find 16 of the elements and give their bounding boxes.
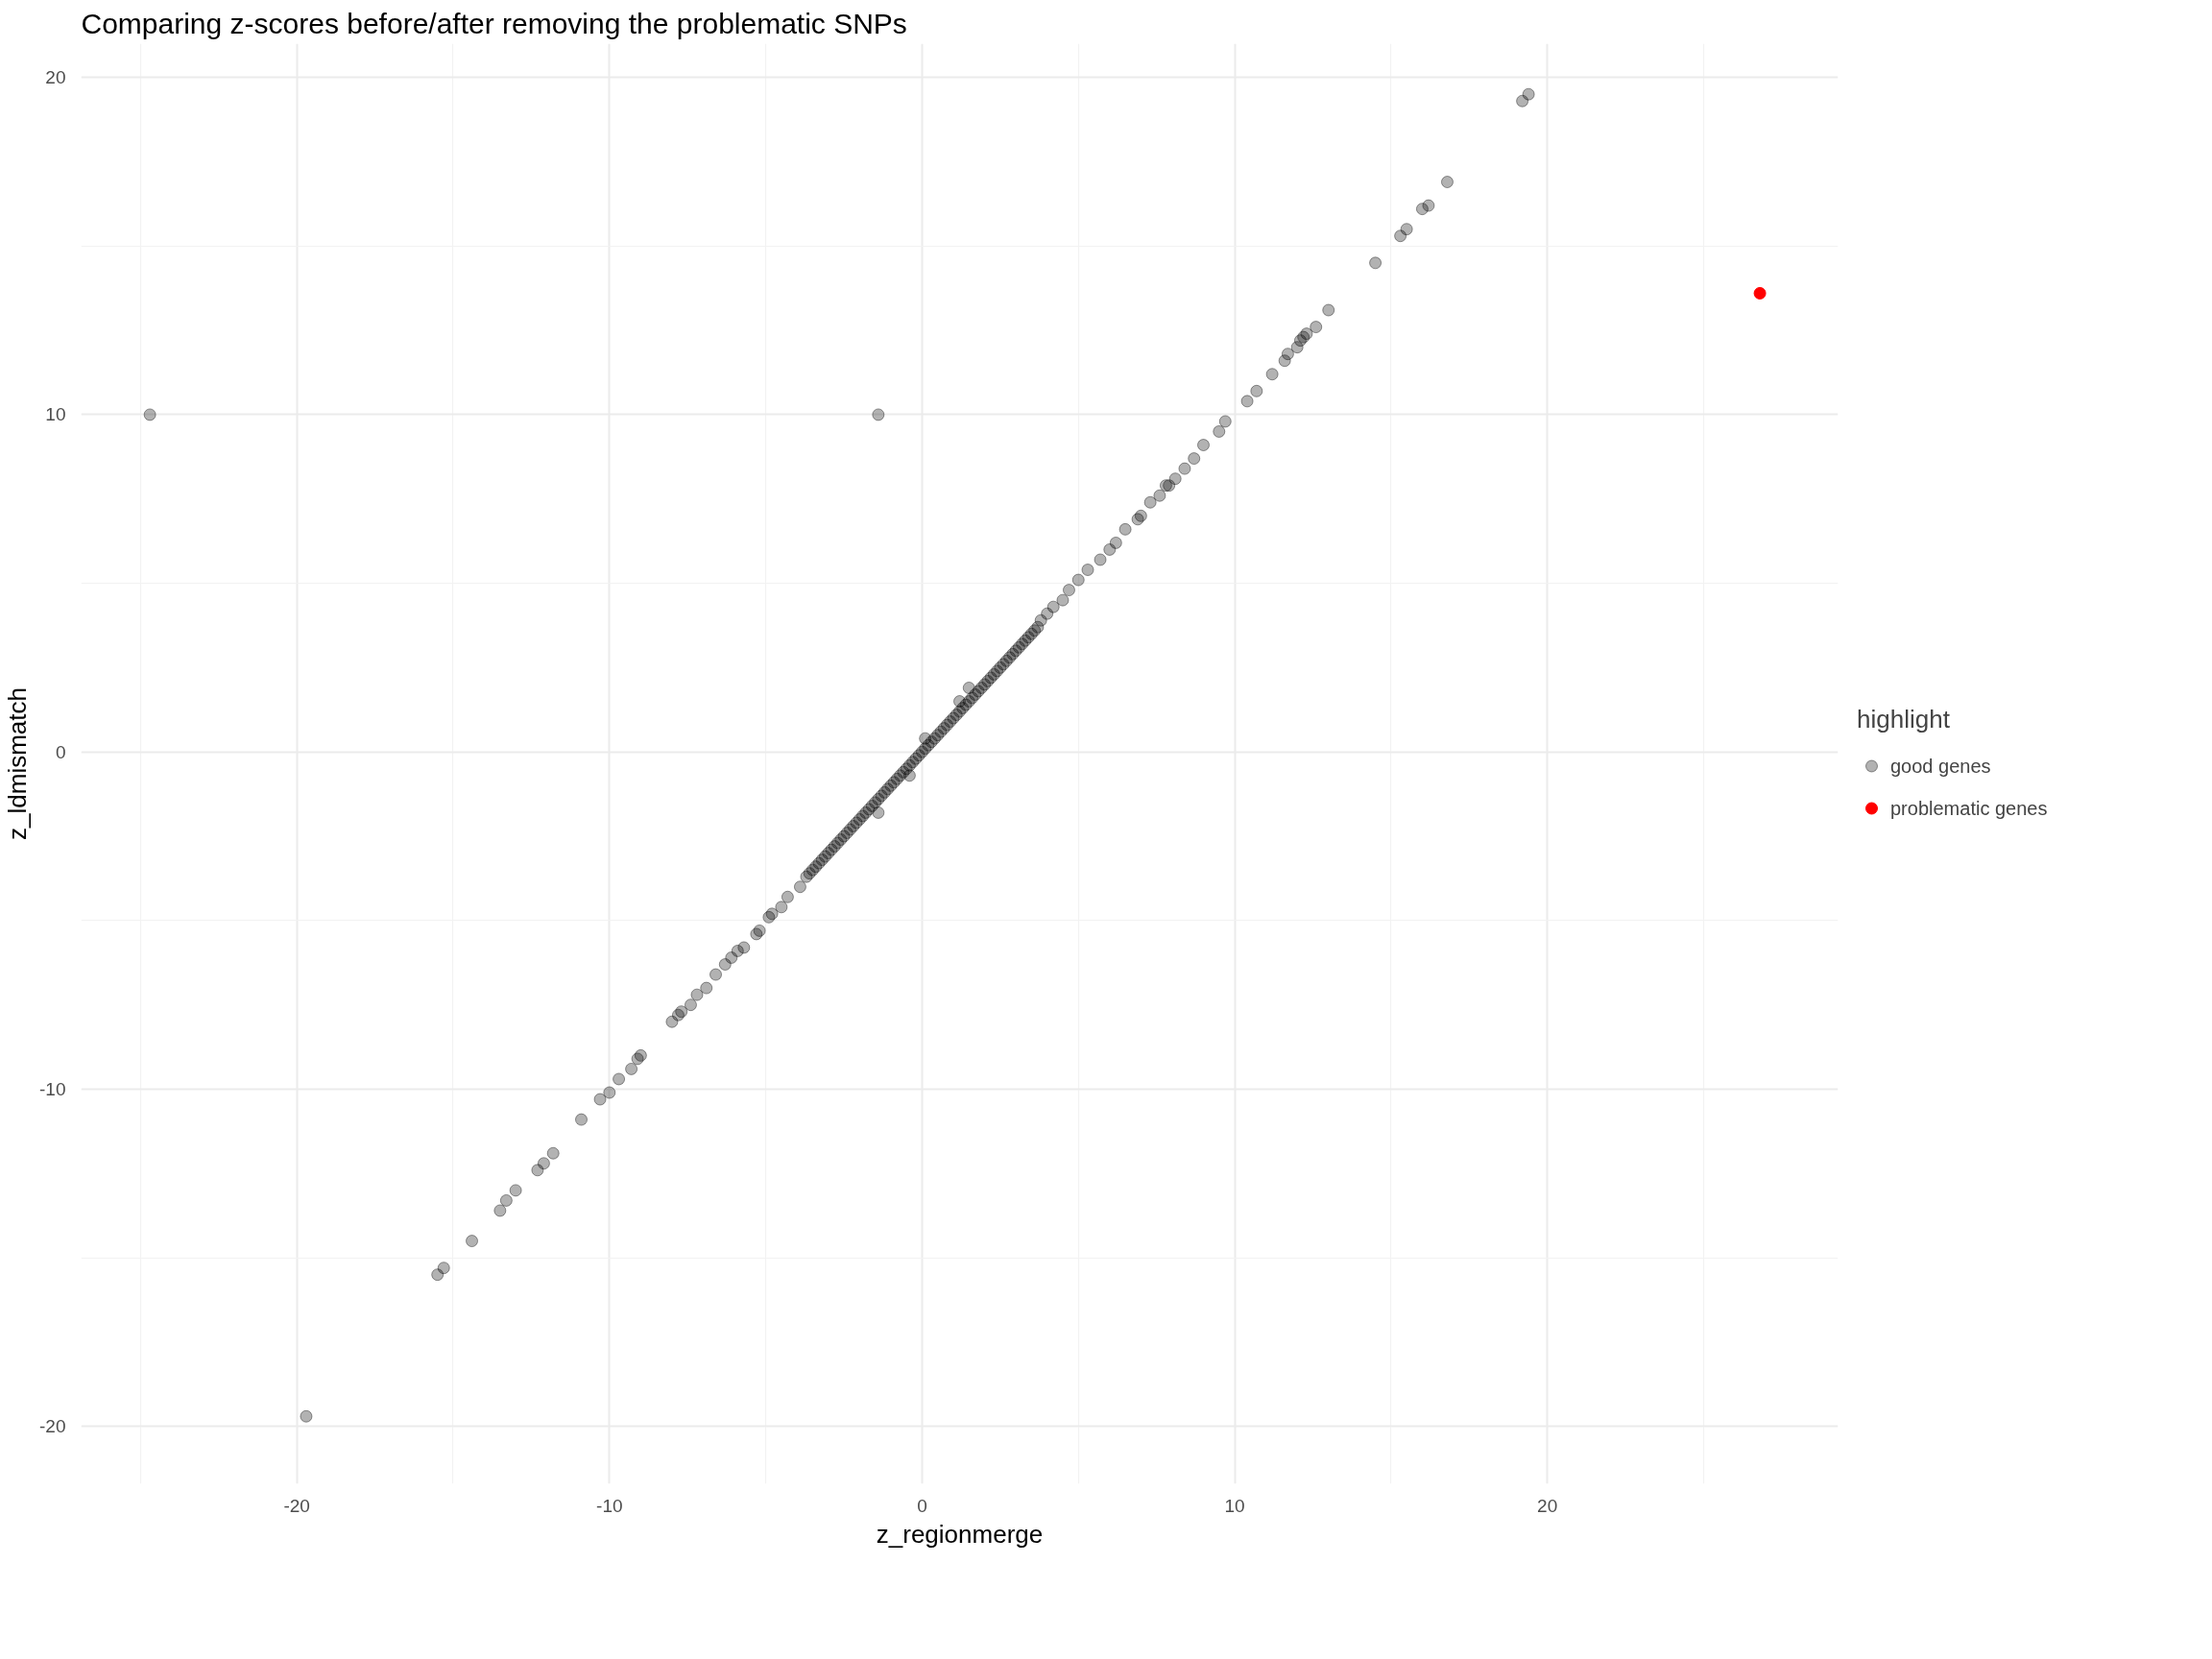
- chart-title: Comparing z-scores before/after removing the problematic SNPs: [81, 7, 907, 39]
- y-tick-label: -10: [39, 1078, 66, 1099]
- x-tick-label: 0: [917, 1495, 927, 1516]
- y-tick-label: 10: [45, 404, 66, 425]
- y-tick-label: 0: [55, 741, 66, 762]
- legend-label: good genes: [1890, 755, 1991, 777]
- y-axis-title: z_ldmismatch: [3, 687, 33, 840]
- y-tick-label: 20: [45, 67, 66, 88]
- y-tick-label: -20: [39, 1416, 66, 1437]
- x-axis-title: z_regionmerge: [876, 1519, 1044, 1549]
- legend-title: highlight: [1857, 704, 1951, 734]
- x-tick-label: -10: [596, 1495, 623, 1516]
- x-tick-label: 20: [1537, 1495, 1558, 1516]
- x-tick-label: 10: [1224, 1495, 1245, 1516]
- legend-label: problematic genes: [1890, 797, 2048, 819]
- x-tick-label: -20: [283, 1495, 310, 1516]
